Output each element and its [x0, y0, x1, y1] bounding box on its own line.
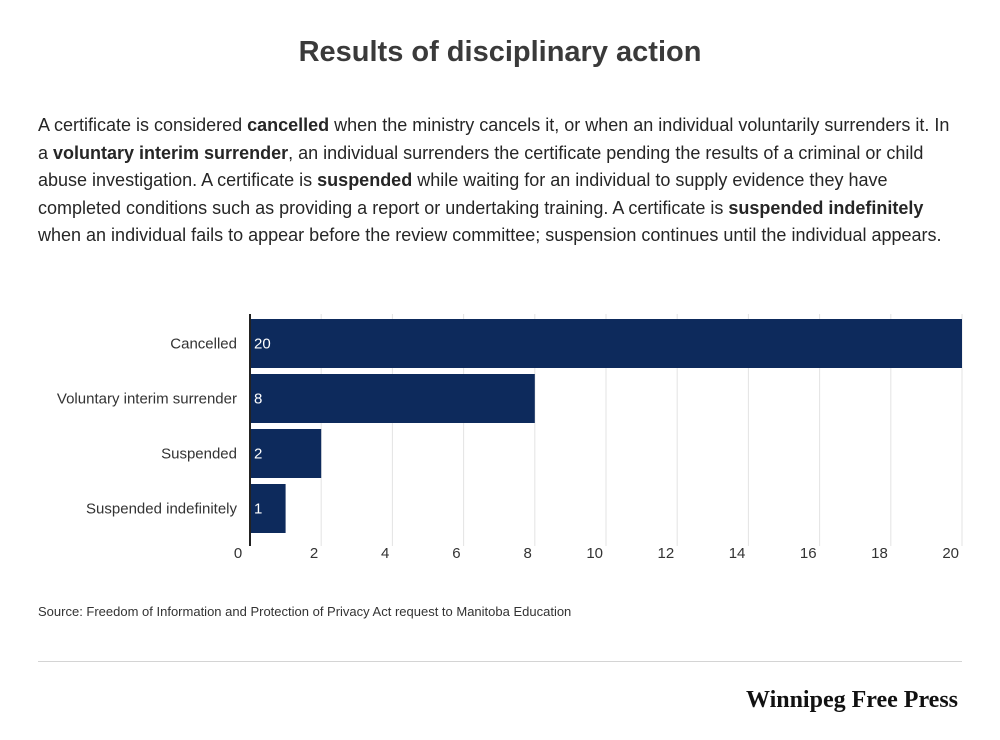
category-label: Cancelled — [170, 336, 237, 353]
description-text: while waiting for an individual to suppl… — [38, 170, 888, 218]
bar — [250, 429, 322, 478]
chart-description: A certificate is considered cancelled wh… — [38, 112, 964, 250]
category-label: Suspended — [161, 446, 237, 463]
data-label: 20 — [254, 336, 271, 353]
category-label: Suspended indefinitely — [86, 501, 237, 518]
x-tick-label: 2 — [310, 545, 318, 562]
svg-text:Winnipeg Free Press: Winnipeg Free Press — [746, 687, 958, 713]
description-term: cancelled — [247, 115, 330, 135]
x-tick-label: 0 — [234, 545, 242, 562]
x-tick-label: 16 — [800, 545, 817, 562]
description-term: voluntary interim surrender — [53, 142, 289, 163]
description-term: suspended indefinitely — [728, 197, 924, 218]
bar — [250, 374, 535, 423]
x-tick-label: 8 — [523, 545, 531, 562]
chart-title: Results of disciplinary action — [298, 36, 702, 68]
description-term: suspended — [317, 170, 413, 190]
x-tick-label: 18 — [871, 545, 888, 562]
bar — [250, 319, 962, 368]
x-tick-label: 20 — [942, 545, 959, 562]
data-label: 2 — [254, 446, 262, 463]
x-tick-label: 14 — [729, 545, 746, 562]
description-text: A certificate is considered — [38, 115, 248, 135]
x-tick-label: 6 — [452, 545, 460, 562]
divider — [38, 661, 962, 662]
x-tick-label: 12 — [658, 545, 675, 562]
description-text: when the ministry cancels it, or when an… — [38, 115, 950, 163]
data-label: 8 — [254, 391, 262, 408]
bar — [250, 484, 286, 533]
data-label: 1 — [254, 501, 262, 518]
x-tick-label: 10 — [586, 545, 603, 562]
category-label: Voluntary interim surrender — [57, 391, 237, 408]
brand-logo: Winnipeg Free Press — [746, 687, 958, 713]
description-text: when an individual fails to appear befor… — [38, 225, 942, 245]
source-note: Source: Freedom of Information and Prote… — [38, 604, 572, 619]
x-tick-label: 4 — [381, 545, 389, 562]
description-text: , an individual surrenders the certifica… — [38, 142, 924, 191]
